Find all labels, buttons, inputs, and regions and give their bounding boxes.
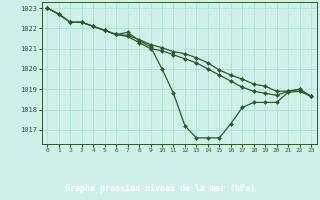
Text: Graphe pression niveau de la mer (hPa): Graphe pression niveau de la mer (hPa): [65, 184, 255, 193]
